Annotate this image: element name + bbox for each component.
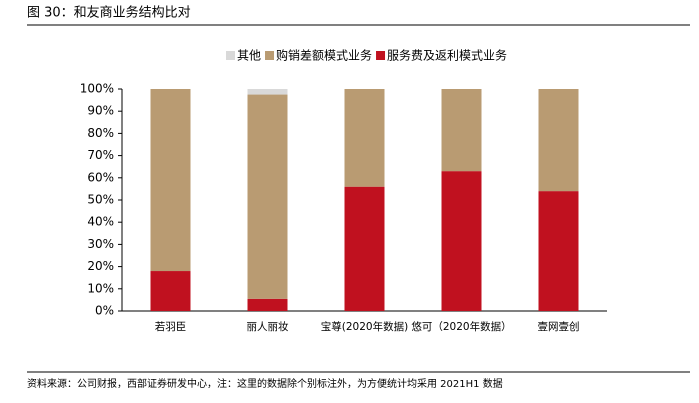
bar-segment bbox=[247, 89, 288, 95]
x-tick-label: 若羽臣 bbox=[155, 320, 187, 333]
bar-segment bbox=[441, 171, 482, 311]
y-tick-label: 100% bbox=[80, 82, 114, 96]
bar-segment bbox=[150, 271, 191, 311]
y-tick-label: 0% bbox=[95, 304, 114, 318]
x-tick-label: 壹网壹创 bbox=[538, 320, 580, 333]
x-tick-label: 悠可（2020年数据） bbox=[411, 320, 511, 333]
bar-segment bbox=[344, 186, 385, 311]
bar-segment bbox=[247, 298, 288, 311]
bar-segment bbox=[150, 89, 191, 272]
y-tick-label: 80% bbox=[87, 126, 114, 140]
bar-segment bbox=[538, 191, 579, 311]
legend-label: 购销差额模式业务 bbox=[276, 48, 372, 63]
x-tick-label: 宝尊(2020年数据) bbox=[321, 320, 408, 333]
bar-segment bbox=[247, 94, 288, 299]
y-tick-label: 90% bbox=[87, 104, 114, 118]
y-tick-label: 20% bbox=[87, 259, 114, 273]
y-tick-label: 60% bbox=[87, 170, 114, 184]
legend-label: 其他 bbox=[237, 49, 261, 63]
bar-segment bbox=[538, 89, 579, 192]
y-tick-label: 70% bbox=[87, 148, 114, 162]
page-title: 图 30：和友商业务结构比对 bbox=[27, 5, 191, 21]
y-tick-label: 50% bbox=[87, 193, 114, 207]
y-tick-label: 40% bbox=[87, 215, 114, 229]
bar-segment bbox=[344, 89, 385, 187]
y-tick-label: 30% bbox=[87, 237, 114, 251]
legend-swatch bbox=[376, 51, 386, 60]
y-tick-label: 10% bbox=[87, 281, 114, 295]
legend-swatch bbox=[226, 51, 235, 60]
source-note: 资料来源：公司财报，西部证券研发中心，注：这里的数据除个别标注外，为方便统计均采… bbox=[27, 377, 503, 390]
bar-segment bbox=[441, 89, 482, 172]
legend-swatch bbox=[265, 51, 275, 60]
legend-label: 服务费及返利模式业务 bbox=[387, 48, 507, 63]
x-tick-label: 丽人丽妆 bbox=[247, 320, 289, 333]
